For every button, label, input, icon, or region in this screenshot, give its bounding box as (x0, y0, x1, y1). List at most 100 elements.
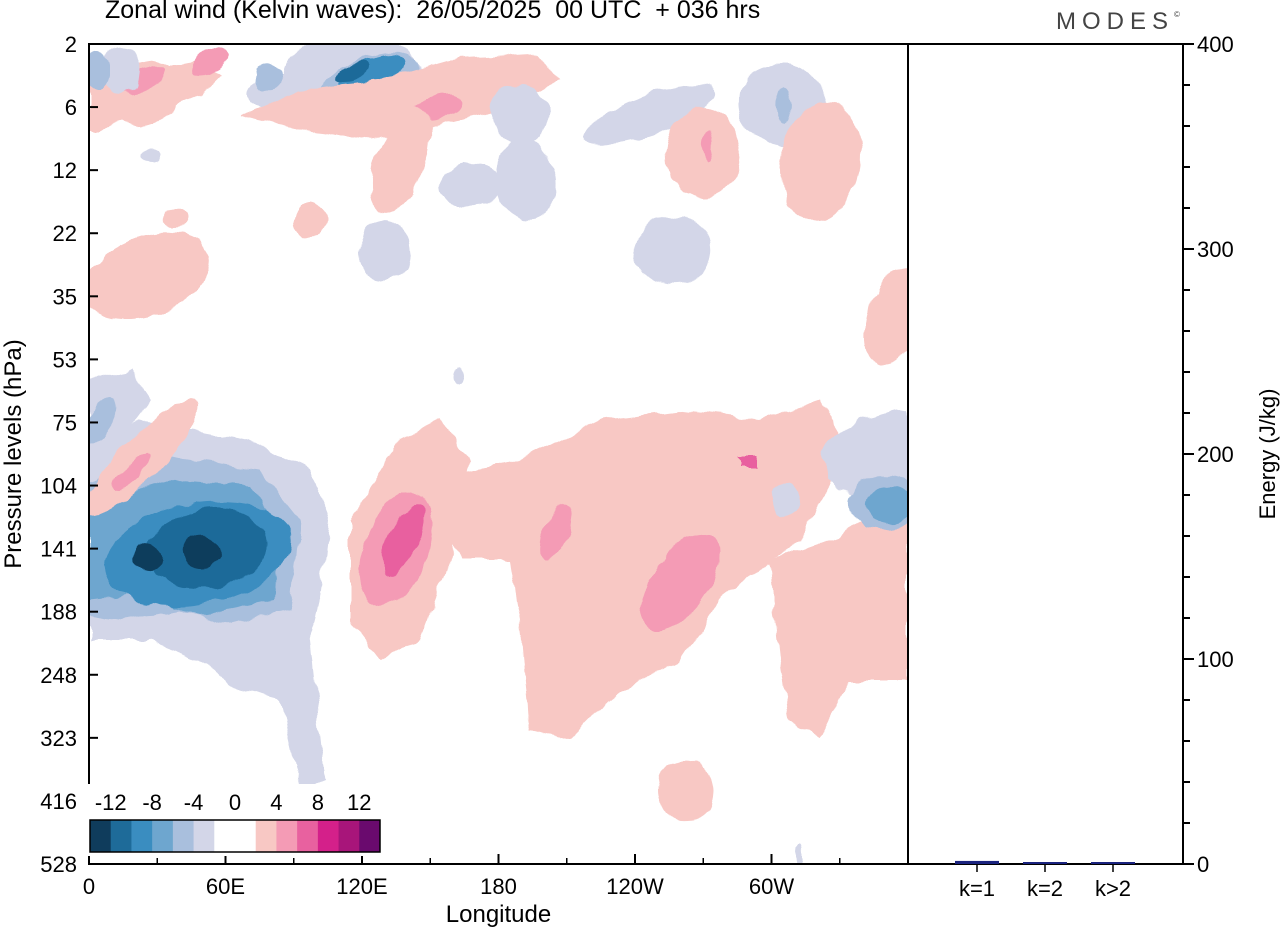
negative-anomaly-core (89, 397, 117, 443)
positive-anomaly-region (163, 210, 187, 226)
energy-bar (1023, 862, 1067, 864)
y-tick-label: 35 (53, 284, 77, 309)
energy-axis-label: Energy (J/kg) (1255, 389, 1280, 520)
negative-anomaly-core (867, 487, 908, 524)
y-tick-label: 75 (53, 410, 77, 435)
colorbar-swatch (172, 820, 195, 852)
negative-anomaly-region (138, 149, 162, 161)
colorbar-swatch (193, 820, 215, 852)
brand-name: MODES (1056, 8, 1175, 35)
negative-anomaly-region (104, 45, 140, 95)
colorbar-label: 8 (312, 790, 324, 815)
colorbar-frame (89, 819, 381, 853)
wind-field (89, 44, 908, 864)
positive-anomaly-core (641, 534, 720, 631)
colorbar-swatch (110, 820, 132, 852)
colorbar-label: 12 (347, 790, 371, 815)
positive-anomaly-peak (382, 501, 426, 576)
negative-anomaly-core (89, 52, 110, 88)
x-tick-label: 60E (206, 874, 245, 899)
negative-anomaly-region (490, 85, 550, 145)
negative-anomaly-region (770, 484, 800, 516)
energy-tick-label: 300 (1197, 237, 1234, 262)
negative-anomaly-peak (133, 544, 162, 569)
energy-bar (1091, 862, 1135, 864)
colorbar-swatch (317, 820, 340, 852)
y-tick-label: 416 (40, 789, 77, 814)
y-tick-label: 6 (65, 95, 77, 120)
colorbar-swatch (255, 820, 277, 852)
y-tick-label: 2 (65, 32, 77, 57)
y-axis-label: Pressure levels (hPa) (0, 339, 27, 568)
positive-anomaly-region (657, 761, 714, 822)
negative-anomaly-core (339, 54, 407, 91)
positive-anomaly-region (369, 107, 431, 213)
positive-anomaly-core (701, 129, 714, 162)
positive-anomaly-core (907, 311, 908, 322)
negative-anomaly-region (634, 215, 711, 286)
energy-bar-panel: 0 100 200 300 400 Energy (J/kg) k=1 k=2 k>2 (907, 32, 1280, 901)
bar-frame (907, 43, 1184, 865)
colorbar-label: 4 (270, 790, 282, 815)
colorbar-swatch (131, 820, 153, 852)
positive-anomaly-core (538, 504, 573, 560)
negative-anomaly-region (796, 843, 804, 864)
colorbar-label: 0 (229, 790, 241, 815)
brand-mark: © (1174, 10, 1180, 19)
negative-anomaly-region (440, 163, 501, 208)
positive-anomaly-core (189, 49, 231, 75)
y-tick-label: 104 (40, 474, 77, 499)
negative-anomaly-region (583, 84, 717, 146)
y-tick-label: 323 (40, 726, 77, 751)
bar-category-label: k=2 (1027, 876, 1063, 901)
negative-anomaly-core (776, 84, 793, 125)
colorbar-swatch (90, 820, 112, 852)
colorbar: -12 -8 -4 0 4 8 12 (88, 784, 382, 856)
x-tick-label: 120W (606, 874, 664, 899)
y-tick-label: 22 (53, 221, 77, 246)
energy-tick-label: 200 (1197, 442, 1234, 467)
colorbar-swatch (338, 820, 360, 852)
y-tick-label: 528 (40, 852, 77, 877)
negative-anomaly-peak (182, 534, 223, 567)
x-tick-label: 180 (480, 874, 517, 899)
colorbar-swatch (297, 820, 319, 852)
modes-logo: MODES© (1056, 8, 1180, 36)
y-tick-label: 141 (40, 537, 77, 562)
x-axis-label: Longitude (446, 901, 551, 928)
negative-anomaly-region (495, 140, 557, 220)
positive-anomaly-peak (738, 458, 758, 468)
positive-anomaly-region (430, 400, 850, 740)
positive-anomaly-core (414, 92, 462, 122)
y-tick-label: 53 (53, 347, 77, 372)
colorbar-swatch (235, 820, 257, 852)
energy-tick-label: 400 (1197, 32, 1234, 57)
negative-anomaly-region (452, 365, 464, 385)
colorbar-label: -12 (95, 790, 127, 815)
colorbar-label: -4 (184, 790, 204, 815)
positive-anomaly-region (240, 55, 560, 140)
x-tick-label: 0 (83, 874, 95, 899)
positive-anomaly-region (770, 490, 908, 740)
y-tick-label: 248 (40, 663, 77, 688)
energy-tick-label: 100 (1197, 647, 1234, 672)
energy-bar (955, 860, 999, 864)
colorbar-label: -8 (142, 790, 162, 815)
colorbar-swatch (359, 820, 381, 852)
positive-anomaly-region (863, 268, 908, 365)
bar-category-label: k=1 (959, 876, 995, 901)
x-tick-label: 120E (336, 874, 387, 899)
y-tick-label: 12 (53, 158, 77, 183)
bar-category-label: k>2 (1095, 876, 1131, 901)
chart-title: Zonal wind (Kelvin waves): 26/05/2025 00… (105, 0, 761, 24)
colorbar-swatch (214, 820, 236, 852)
colorbar-swatch (276, 820, 298, 852)
negative-anomaly-region (359, 220, 410, 281)
x-tick-label: 60W (749, 874, 794, 899)
positive-anomaly-core (113, 454, 151, 492)
negative-anomaly-peak (335, 62, 371, 82)
negative-anomaly-core (253, 63, 282, 92)
positive-anomaly-region (294, 202, 326, 238)
